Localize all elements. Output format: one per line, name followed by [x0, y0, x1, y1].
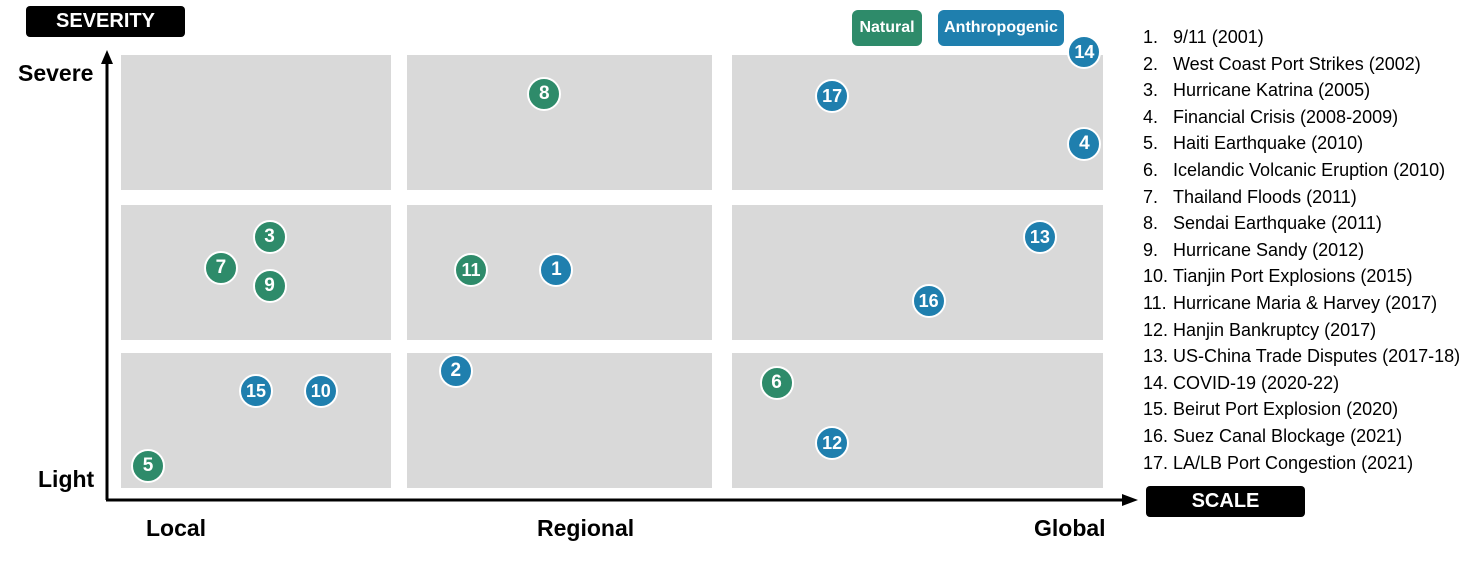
- event-number: 15.: [1143, 399, 1169, 420]
- data-point-5: 5: [131, 449, 165, 484]
- data-point-17: 17: [815, 78, 850, 113]
- data-point-16: 16: [911, 283, 946, 318]
- event-number: 17.: [1143, 452, 1169, 473]
- event-label: COVID-19 (2020-22): [1173, 372, 1340, 393]
- data-point-12: 12: [815, 426, 850, 461]
- y-axis-arrow: [101, 50, 113, 64]
- data-point-11: 11: [454, 252, 489, 287]
- event-list-item: 7. Thailand Floods (2011): [1143, 184, 1460, 211]
- event-list-item: 1. 9/11 (2001): [1143, 24, 1460, 51]
- event-number: 1.: [1143, 27, 1159, 47]
- event-label: Hurricane Sandy (2012): [1173, 239, 1365, 260]
- event-number: 10.: [1143, 266, 1169, 287]
- event-list-item: 4. Financial Crisis (2008-2009): [1143, 104, 1460, 131]
- data-point-15: 15: [239, 373, 273, 408]
- panel-global-severe: [732, 55, 1103, 190]
- event-label: 9/11 (2001): [1173, 27, 1264, 47]
- event-label: Sendai Earthquake (2011): [1173, 213, 1382, 234]
- legend-anthropogenic: Anthropogenic: [938, 10, 1064, 46]
- event-label: West Coast Port Strikes (2002): [1173, 53, 1421, 74]
- event-number: 14.: [1143, 372, 1169, 393]
- event-label: Hurricane Katrina (2005): [1173, 80, 1371, 101]
- x-tick-regional: Regional: [537, 515, 635, 541]
- panel-local-severe: [121, 55, 391, 190]
- event-label: Icelandic Volcanic Eruption (2010): [1173, 159, 1446, 180]
- event-list-item: 9. Hurricane Sandy (2012): [1143, 237, 1460, 264]
- data-point-6: 6: [759, 365, 794, 400]
- event-number: 11.: [1143, 292, 1167, 313]
- event-number: 6.: [1143, 159, 1159, 180]
- event-list-item: 13. US-China Trade Disputes (2017-18): [1143, 343, 1460, 370]
- data-point-10: 10: [303, 373, 338, 408]
- data-point-3: 3: [252, 220, 287, 255]
- x-tick-local: Local: [146, 515, 207, 541]
- event-number: 7.: [1143, 186, 1159, 207]
- event-list-item: 10. Tianjin Port Explosions (2015): [1143, 263, 1460, 290]
- event-number: 16.: [1143, 425, 1169, 446]
- event-label: Tianjin Port Explosions (2015): [1173, 266, 1413, 287]
- event-list: 1. 9/11 (2001) 2. West Coast Port Strikes (…: [1143, 24, 1460, 476]
- event-list-item: 6. Icelandic Volcanic Eruption (2010): [1143, 157, 1460, 184]
- x-tick-global: Global: [1034, 515, 1106, 541]
- data-point-8: 8: [527, 77, 562, 112]
- event-number: 13.: [1143, 346, 1169, 367]
- event-number: 9.: [1143, 239, 1159, 260]
- x-axis-title: SCALE: [1146, 486, 1305, 517]
- data-point-2: 2: [438, 353, 473, 388]
- data-point-14: 14: [1067, 35, 1102, 70]
- event-label: Hurricane Maria & Harvey (2017): [1173, 292, 1438, 313]
- y-axis-title: SEVERITY: [26, 6, 185, 37]
- data-point-7: 7: [203, 251, 238, 286]
- event-label: US-China Trade Disputes (2017-18): [1173, 346, 1461, 367]
- event-list-item: 11. Hurricane Maria & Harvey (2017): [1143, 290, 1460, 317]
- event-list-item: 12. Hanjin Bankruptcy (2017): [1143, 317, 1460, 344]
- event-list-item: 2. West Coast Port Strikes (2002): [1143, 51, 1460, 78]
- y-tick-light: Light: [38, 466, 95, 492]
- event-label: LA/LB Port Congestion (2021): [1173, 452, 1414, 473]
- data-point-9: 9: [252, 269, 287, 303]
- y-tick-severe: Severe: [18, 60, 94, 86]
- event-list-item: 17. LA/LB Port Congestion (2021): [1143, 450, 1460, 477]
- event-list-item: 15. Beirut Port Explosion (2020): [1143, 396, 1460, 423]
- event-number: 12.: [1143, 319, 1169, 340]
- event-label: Suez Canal Blockage (2021): [1173, 425, 1403, 446]
- legend-natural: Natural: [852, 10, 922, 46]
- event-label: Financial Crisis (2008-2009): [1173, 106, 1399, 127]
- event-list-item: 16. Suez Canal Blockage (2021): [1143, 423, 1460, 450]
- panel-regional-severe: [407, 55, 712, 190]
- x-axis-arrow: [1122, 494, 1138, 506]
- panel-global-light: [732, 353, 1103, 488]
- data-point-4: 4: [1067, 127, 1102, 162]
- event-list-item: 5. Haiti Earthquake (2010): [1143, 130, 1460, 157]
- event-number: 4.: [1143, 106, 1159, 127]
- event-number: 5.: [1143, 133, 1159, 154]
- event-list-item: 14. COVID-19 (2020-22): [1143, 370, 1460, 397]
- data-point-13: 13: [1022, 220, 1057, 255]
- data-point-1: 1: [539, 252, 574, 287]
- event-label: Haiti Earthquake (2010): [1173, 133, 1364, 154]
- event-number: 8.: [1143, 213, 1159, 234]
- event-list-item: 3. Hurricane Katrina (2005): [1143, 77, 1460, 104]
- event-label: Hanjin Bankruptcy (2017): [1173, 319, 1377, 340]
- event-label: Beirut Port Explosion (2020): [1173, 399, 1399, 420]
- event-label: Thailand Floods (2011): [1173, 186, 1357, 207]
- event-number: 3.: [1143, 80, 1159, 101]
- event-list-item: 8. Sendai Earthquake (2011): [1143, 210, 1460, 237]
- event-number: 2.: [1143, 53, 1159, 74]
